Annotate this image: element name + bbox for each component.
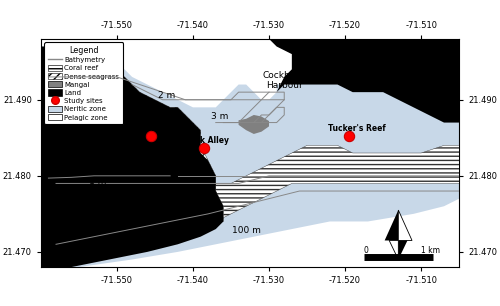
Polygon shape xyxy=(41,39,224,267)
Polygon shape xyxy=(41,39,459,267)
Polygon shape xyxy=(389,241,398,259)
Legend: Bathymetry, Coral reef, Dense seagrass, Mangal, Land, Study sites, Neritic zone,: Bathymetry, Coral reef, Dense seagrass, … xyxy=(44,42,123,124)
Point xyxy=(147,134,155,139)
Text: 1 km: 1 km xyxy=(421,246,440,255)
Text: Cockburn
Harbour: Cockburn Harbour xyxy=(263,71,306,91)
Polygon shape xyxy=(56,145,459,244)
Polygon shape xyxy=(398,210,412,241)
Text: 0: 0 xyxy=(364,246,369,255)
Text: 1 m: 1 m xyxy=(89,177,106,186)
Polygon shape xyxy=(398,241,407,259)
Point xyxy=(345,134,353,139)
Text: Shark Alley: Shark Alley xyxy=(180,136,229,145)
Point xyxy=(200,145,208,150)
Text: Admiral's Aquarium: Admiral's Aquarium xyxy=(108,124,194,133)
Polygon shape xyxy=(269,39,459,123)
Text: South Caicos: South Caicos xyxy=(342,59,423,72)
Polygon shape xyxy=(368,62,459,115)
Polygon shape xyxy=(238,115,269,134)
Polygon shape xyxy=(110,69,224,222)
Polygon shape xyxy=(384,210,398,241)
Text: 2 m: 2 m xyxy=(158,91,175,100)
Text: 3 m: 3 m xyxy=(211,112,228,121)
Text: Tucker's Reef: Tucker's Reef xyxy=(328,124,386,133)
Text: 100 m: 100 m xyxy=(232,226,260,235)
